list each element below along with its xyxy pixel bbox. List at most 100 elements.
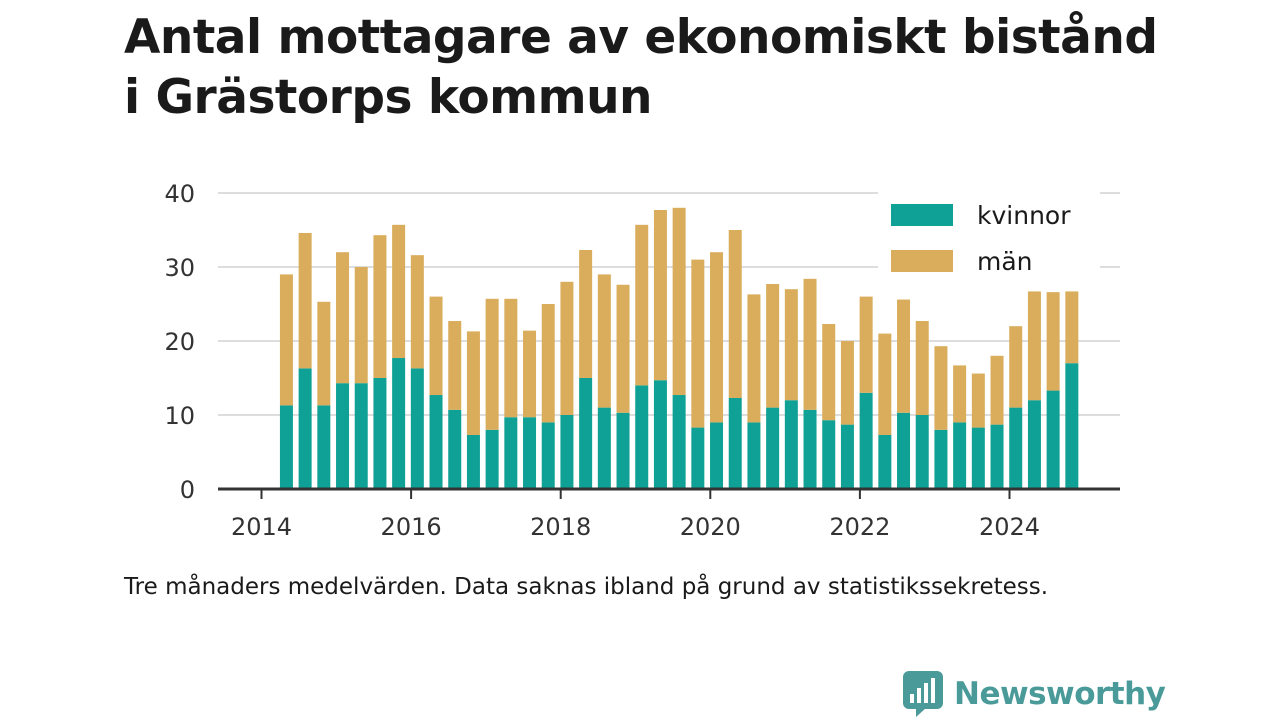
bar-kvinnor [597, 407, 611, 489]
bar-man [354, 267, 368, 384]
bar-man [298, 232, 312, 369]
bar-kvinnor [990, 424, 1004, 489]
bar-man [279, 274, 293, 406]
x-tick-label: 2024 [979, 513, 1040, 541]
brand-name: Newsworthy [954, 676, 1166, 712]
bar-kvinnor [354, 383, 368, 489]
bar-kvinnor [766, 407, 780, 489]
bar-man [653, 210, 667, 381]
bar-man [1046, 292, 1060, 391]
bar-kvinnor [279, 405, 293, 489]
bar-man [560, 281, 574, 415]
legend-swatch-kvinnor [891, 204, 953, 226]
bar-man [410, 255, 424, 369]
bar-kvinnor [523, 417, 537, 489]
bar-man [897, 299, 911, 413]
bar-kvinnor [579, 378, 593, 489]
bars [279, 207, 1079, 489]
newsworthy-logo-icon [903, 671, 943, 717]
legend-swatch-man [891, 250, 953, 272]
bar-man [392, 224, 406, 359]
bar-kvinnor [691, 427, 705, 489]
bar-kvinnor [466, 434, 480, 489]
bar-man [336, 252, 350, 384]
bar-kvinnor [803, 409, 817, 489]
bar-man [466, 331, 480, 435]
bar-kvinnor [429, 395, 443, 489]
bar-man [1065, 291, 1079, 364]
bar-man [597, 274, 611, 408]
bar-man [784, 289, 798, 401]
bar-kvinnor [728, 397, 742, 489]
bar-man [485, 298, 499, 430]
bar-kvinnor [878, 434, 892, 489]
y-tick-label: 40 [164, 180, 195, 208]
legend-label-kvinnor: kvinnor [977, 201, 1071, 230]
chart-title-line-2: i Grästorps kommun [124, 70, 653, 125]
bar-man [710, 252, 724, 423]
x-axis: 2014 2016 2018 2020 2022 2024 [218, 487, 1120, 541]
bar-kvinnor [448, 409, 462, 489]
bar-man [915, 321, 929, 415]
bar-man [822, 323, 836, 421]
x-tick-label: 2020 [680, 513, 741, 541]
bar-kvinnor [1009, 407, 1023, 489]
bar-kvinnor [822, 420, 836, 489]
bar-man [971, 373, 985, 428]
bar-kvinnor [504, 417, 518, 489]
bar-man [523, 330, 537, 418]
footnote: Tre månaders medelvärden. Data saknas ib… [124, 574, 1049, 600]
brand: Newsworthy [902, 670, 1166, 718]
y-tick-label: 10 [164, 402, 195, 430]
x-tick-label: 2016 [381, 513, 442, 541]
x-tick-label: 2022 [829, 513, 890, 541]
bar-kvinnor [410, 368, 424, 489]
chart-title-line-1: Antal mottagare av ekonomiskt bistånd [124, 10, 1158, 65]
bar-kvinnor [485, 429, 499, 489]
chart-title: Antal mottagare av ekonomiskt bistånd i … [124, 8, 1224, 128]
y-tick-label: 30 [164, 254, 195, 282]
bar-kvinnor [336, 383, 350, 489]
bar-man [990, 355, 1004, 425]
x-tick-label: 2014 [231, 513, 292, 541]
bar-kvinnor [934, 429, 948, 489]
y-axis-ticks: 0 10 20 30 40 [164, 180, 195, 504]
x-tick-label: 2018 [530, 513, 591, 541]
bar-kvinnor [1046, 390, 1060, 489]
bar-man [691, 259, 705, 428]
bar-man [803, 278, 817, 410]
bar-kvinnor [635, 385, 649, 489]
bar-kvinnor [747, 422, 761, 489]
legend-label-man: män [977, 247, 1033, 276]
bar-man [840, 341, 854, 425]
bar-man [859, 296, 873, 393]
bar-kvinnor [672, 395, 686, 489]
bar-kvinnor [616, 412, 630, 489]
y-tick-label: 0 [180, 476, 195, 504]
bar-man [579, 249, 593, 378]
y-tick-label: 20 [164, 328, 195, 356]
bar-man [1009, 326, 1023, 408]
bar-man [635, 224, 649, 386]
bar-kvinnor [653, 380, 667, 489]
bar-man [1027, 291, 1041, 401]
bar-man [317, 301, 331, 406]
bar-kvinnor [373, 378, 387, 489]
bar-kvinnor [298, 368, 312, 489]
bar-man [934, 346, 948, 430]
bar-man [616, 284, 630, 413]
bar-man [728, 230, 742, 398]
bar-kvinnor [953, 422, 967, 489]
bar-kvinnor [1027, 400, 1041, 489]
bar-kvinnor [859, 392, 873, 489]
bar-man [766, 284, 780, 408]
bar-kvinnor [840, 424, 854, 489]
bar-kvinnor [710, 422, 724, 489]
bar-kvinnor [560, 415, 574, 489]
bar-kvinnor [784, 400, 798, 489]
bar-man [672, 207, 686, 396]
bar-kvinnor [897, 412, 911, 489]
bar-man [429, 296, 443, 396]
bar-man [953, 365, 967, 423]
